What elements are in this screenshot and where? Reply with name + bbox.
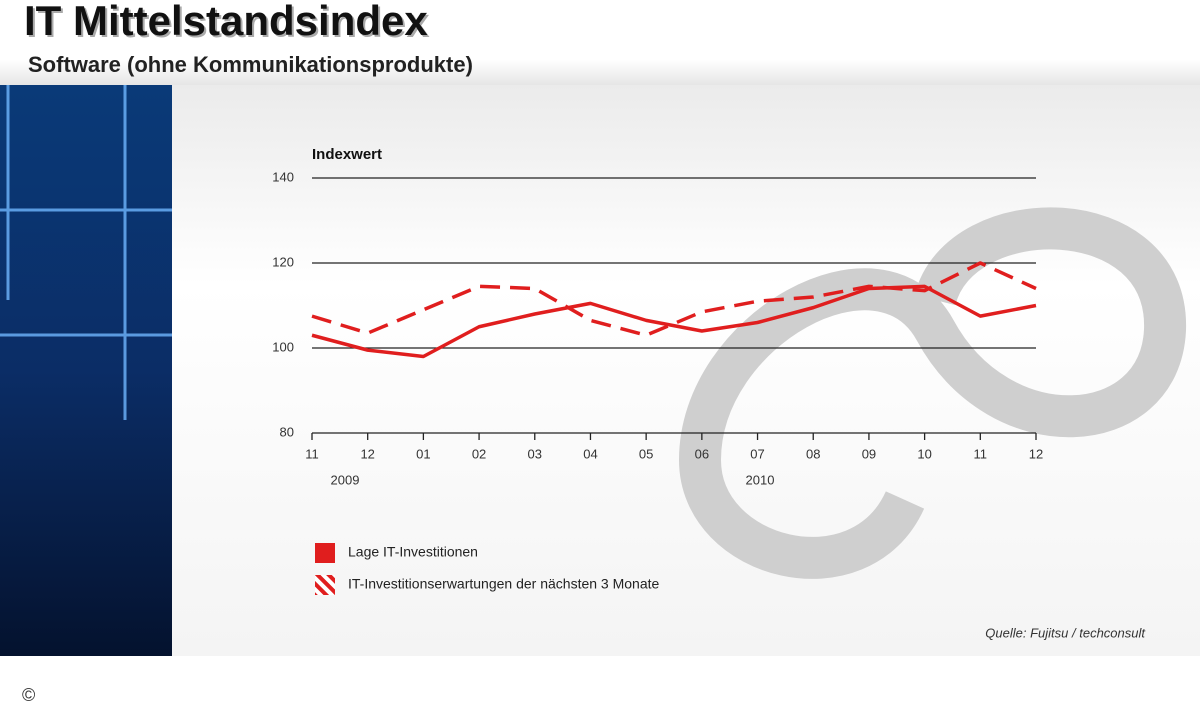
panel-grid [0,85,172,420]
x-tick-label: 04 [583,446,597,461]
side-panel [0,85,172,656]
y-tick-label: 120 [272,254,294,269]
legend-label: IT-Investitionserwartungen der nächsten … [348,576,660,592]
y-tick-label: 80 [280,424,294,439]
x-tick-label: 12 [360,446,374,461]
legend-swatch [315,543,335,563]
legend-swatch [315,575,335,595]
source: Quelle: Fujitsu / techconsult [985,625,1146,640]
x-tick-label: 11 [974,446,988,461]
x-tick-label: 08 [806,446,820,461]
x-tick-label: 09 [862,446,876,461]
x-tick-label: 02 [472,446,486,461]
y-axis-label: Indexwert [312,146,382,163]
x-tick-label: 10 [917,446,931,461]
year-label: 2010 [746,472,775,487]
data-line [311,261,1037,337]
legend-label: Lage IT-Investitionen [348,544,478,560]
x-tick-label: 11 [305,446,319,461]
header-bar [0,60,1200,85]
y-tick-label: 100 [272,339,294,354]
title-shadow: IT Mittelstandsindex [26,0,430,46]
x-tick-label: 05 [639,446,653,461]
x-tick-label: 12 [1029,446,1043,461]
data-line [311,284,1037,359]
x-tick-label: 07 [750,446,764,461]
x-tick-label: 03 [528,446,542,461]
logo-decoration [678,207,1187,579]
title: IT Mittelstandsindex [24,0,428,44]
year-label: 2009 [331,472,360,487]
copyright: © [22,685,35,705]
x-tick-label: 01 [416,446,430,461]
x-tick-label: 06 [695,446,709,461]
subtitle: Software (ohne Kommunikationsprodukte) [28,52,473,77]
chart-panel [172,85,1200,656]
y-tick-label: 140 [272,169,294,184]
